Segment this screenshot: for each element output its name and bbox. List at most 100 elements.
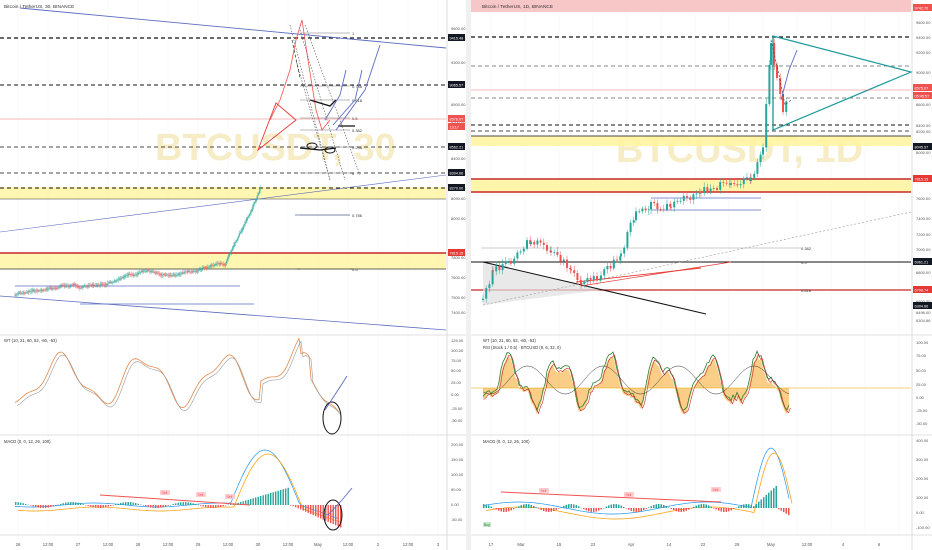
shaded-region [483,262,601,305]
candle [153,271,154,273]
macd-histogram-bar [177,502,179,505]
candle [106,284,108,285]
candle [32,289,34,291]
candle [150,270,152,272]
macd-histogram-bar [525,504,527,508]
macd-histogram-bar [675,508,677,512]
sell-signal-label: Sell [162,491,168,495]
time-axis-label: 12:00 [802,542,813,547]
macd-histogram-bar [85,505,87,506]
macd-line [482,447,790,515]
price-axis-label: 7400.00 [916,216,931,221]
candle [215,264,217,265]
wt-axis-label: -50.00 [916,421,928,426]
candle [733,183,736,185]
candle [222,264,224,265]
macd-histogram-bar [668,507,670,508]
candle [112,282,113,283]
candle [56,288,58,289]
bottom-trendline [0,295,447,331]
macd-histogram-bar [785,508,787,514]
price-tag-label: 13:17 [450,126,460,130]
macd-histogram-bar [202,505,204,507]
macd-histogram-bar [558,508,560,509]
macd-histogram-bar [650,506,652,508]
macd-histogram-bar [25,503,27,505]
macd-histogram-bar [630,508,632,511]
sell-signal-label: Sell [198,493,204,497]
candle [207,267,209,269]
candle [31,290,32,292]
candle [22,293,23,294]
macd-histogram-bar [65,502,67,505]
candle [580,280,582,285]
candle [259,187,261,191]
candle [77,286,79,288]
macd-histogram-bar [102,505,104,508]
time-axis-label: 2 [377,542,380,547]
candle [131,274,133,275]
candle [67,285,69,287]
macd-axis-label: 300.00 [916,457,929,462]
candle [39,290,40,292]
right-chart-panel[interactable]: Bitcoin / TetherUS, 1D, BINANCE BTCUSDT, … [471,0,932,550]
price-tag-label: 8576.07 [450,118,464,122]
price-axis-label: 7000.00 [916,247,931,252]
candle [58,287,59,288]
time-axis-label: 4 [842,542,845,547]
candle [27,291,29,293]
candle [569,267,572,270]
candle [226,260,227,264]
candle [59,286,61,288]
macd-histogram-bar [713,508,715,509]
candle [217,263,218,265]
candle [65,285,67,287]
rsi-title: RSI (Stock 1 / 0.5) · BTCUSD (9, 6, 32, … [483,345,561,350]
candle [14,294,16,296]
time-axis-label: 28 [136,542,141,547]
macd-histogram-bar [147,505,149,507]
candle [55,287,57,289]
candle [84,285,86,287]
macd-histogram-bar [30,505,32,506]
candle [50,287,52,289]
candle [118,278,120,280]
candle [34,290,36,292]
macd-histogram-bar [705,504,707,508]
candle [164,274,166,276]
candle [166,274,168,276]
candle [149,270,150,272]
downtrend-line [482,261,707,315]
candle [45,288,47,290]
candle [247,217,249,219]
wt-axis-label: 25.00 [451,380,462,385]
candle [116,279,118,281]
macd-histogram-bar [608,505,610,508]
macd-histogram-bar [683,508,685,512]
macd-histogram-bar [745,504,747,508]
candle [722,182,725,183]
macd-histogram-bar [110,505,112,507]
macd-histogram-bar [140,504,142,506]
price-tag [913,258,932,265]
candle [111,282,113,283]
candle [102,284,104,285]
resistance-zone [0,187,446,199]
candle [482,298,484,300]
macd-axis-label: 0.00 [451,502,460,507]
macd-histogram-bar [155,505,157,508]
candle [63,285,65,287]
candle [54,287,56,289]
candle [246,218,248,221]
candle [148,270,150,271]
candle [131,274,132,275]
candle [195,271,197,273]
candle [194,270,195,272]
candle [143,270,145,272]
macd-histogram-bar [685,508,687,511]
left-chart-panel[interactable]: Bitcoin / TetherUS, 30, BINANCE BTCUSDT, … [0,0,466,550]
candle [253,204,254,207]
macd-histogram-bar [122,502,124,505]
macd-histogram-bar [45,505,47,508]
macd-histogram-bar [270,493,272,505]
